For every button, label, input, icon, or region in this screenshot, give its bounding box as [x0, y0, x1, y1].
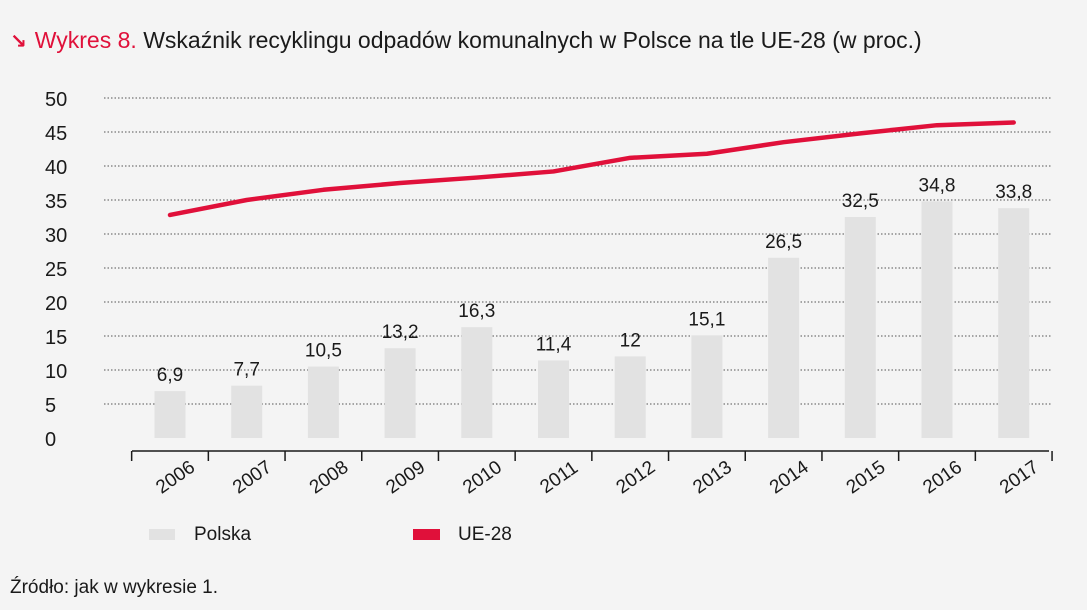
line-series-ue28 [167, 120, 1016, 218]
x-tick-label: 2010 [459, 457, 506, 498]
bar-2015 [844, 217, 876, 438]
x-tick-label: 2017 [996, 457, 1043, 498]
bar-series-polska [154, 201, 1030, 438]
y-tick-label: 25 [45, 259, 67, 281]
chart-number-label: Wykres 8. [34, 27, 137, 53]
bar-2016 [921, 201, 953, 438]
x-tick-label: 2007 [229, 457, 276, 498]
bar-value-label: 15,1 [688, 309, 725, 330]
y-tick-label: 15 [45, 327, 67, 349]
line-ue28 [167, 120, 1016, 218]
bar-2011 [538, 360, 569, 438]
x-tick-label: 2016 [919, 457, 966, 498]
bar-data-labels: 6,9 7,7 10,5 13,2 16,3 11,4 12 15,1 26,5 32,5 34,8… [157, 175, 1032, 386]
bar-2012 [614, 356, 646, 438]
y-tick-label: 40 [45, 157, 67, 179]
y-tick-label: 35 [45, 191, 67, 213]
bar-2017 [998, 208, 1030, 438]
bar-value-label: 26,5 [765, 232, 802, 253]
x-tick-label: 2011 [536, 457, 582, 498]
bar-value-label: 11,4 [536, 334, 572, 355]
bar-value-label: 7,7 [233, 360, 259, 381]
bar-2008 [307, 366, 339, 438]
y-tick-label: 20 [45, 293, 67, 315]
x-tick-label: 2014 [766, 457, 813, 499]
bar-value-label: 34,8 [919, 175, 956, 196]
legend: Polska UE-28 [149, 524, 512, 545]
chart-title-text: Wskaźnik recyklingu odpadów komunalnych … [143, 27, 922, 53]
legend-swatch-ue28 [413, 529, 440, 540]
bar-2006 [154, 391, 186, 438]
bar-value-label: 33,8 [995, 182, 1032, 203]
x-tick-label: 2015 [843, 457, 890, 498]
y-axis-ticks: 0 5 10 15 20 25 30 35 40 45 50 [45, 89, 67, 451]
legend-swatch-polska [149, 529, 175, 540]
x-tick-label: 2008 [306, 457, 353, 498]
chart-title: ↘ Wykres 8. Wskaźnik recyklingu odpadów k… [10, 26, 922, 56]
grid-lines [104, 97, 1052, 405]
bar-2009 [384, 348, 416, 438]
y-tick-label: 30 [45, 225, 67, 247]
x-tick-label: 2006 [152, 457, 199, 498]
source-note: Źródło: jak w wykresie 1. [10, 577, 219, 598]
bar-2007 [231, 385, 263, 438]
legend-label-polska: Polska [194, 524, 251, 545]
y-tick-label: 45 [45, 123, 67, 145]
x-tick-label: 2009 [382, 457, 429, 498]
bar-2014 [768, 257, 800, 438]
y-tick-label: 50 [45, 89, 67, 111]
bar-value-label: 32,5 [842, 191, 879, 212]
bar-value-label: 12 [620, 330, 641, 351]
arrow-down-right-icon: ↘ [10, 31, 27, 53]
bar-value-label: 16,3 [458, 301, 495, 322]
bar-value-label: 13,2 [382, 322, 419, 343]
y-tick-label: 0 [45, 429, 56, 451]
x-tick-label: 2012 [613, 457, 660, 498]
bar-2013 [691, 335, 723, 438]
y-tick-label: 5 [45, 395, 56, 417]
legend-label-ue28: UE-28 [458, 524, 512, 545]
bar-value-label: 6,9 [157, 365, 183, 386]
x-tick-label: 2013 [689, 457, 736, 498]
bar-2010 [461, 327, 493, 438]
x-axis: 2006 2007 2008 2009 2010 2011 2012 2013 2014 2015… [130, 450, 1053, 499]
y-tick-label: 10 [45, 361, 67, 383]
bar-value-label: 10,5 [305, 341, 342, 362]
